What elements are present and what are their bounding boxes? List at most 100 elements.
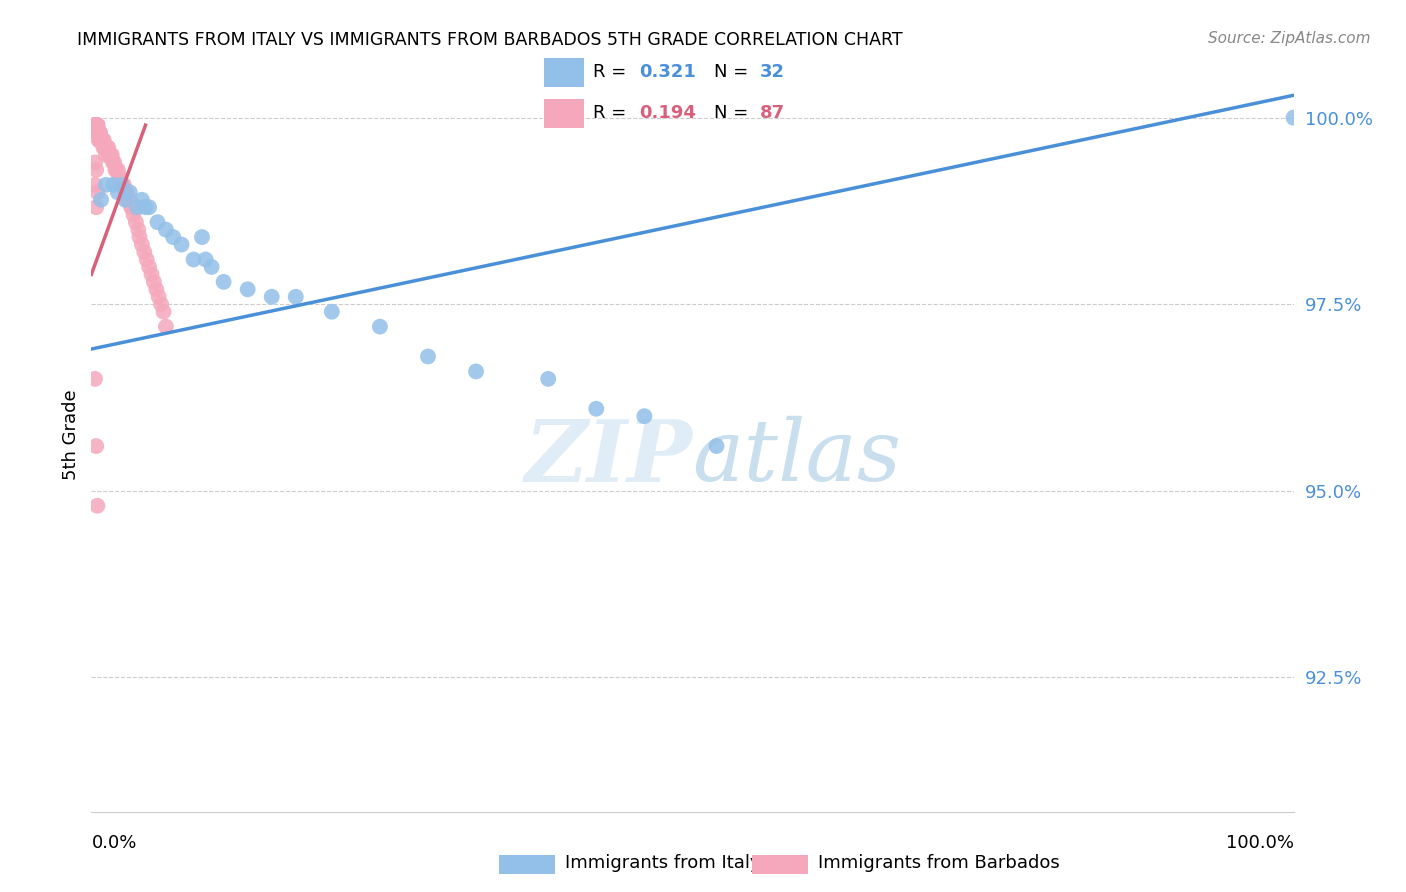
Point	[115, 186, 138, 200]
Point	[125, 215, 148, 229]
Point	[101, 178, 124, 192]
Point	[89, 126, 111, 140]
Text: N =: N =	[714, 63, 754, 81]
Point	[86, 118, 108, 132]
Point	[134, 245, 156, 260]
Text: 32: 32	[761, 63, 785, 81]
Point	[84, 155, 107, 169]
Point	[121, 200, 143, 214]
Point	[93, 133, 115, 147]
Point	[84, 118, 107, 132]
Text: Source: ZipAtlas.com: Source: ZipAtlas.com	[1208, 31, 1371, 46]
Point	[84, 118, 107, 132]
Point	[84, 162, 107, 177]
Point	[90, 133, 112, 147]
Point	[84, 118, 107, 132]
Point	[110, 178, 132, 192]
Point	[633, 409, 655, 424]
Text: N =: N =	[714, 104, 754, 122]
Point	[128, 230, 150, 244]
Point	[110, 170, 132, 185]
Point	[368, 319, 391, 334]
Point	[91, 133, 114, 147]
Point	[127, 222, 149, 236]
Point	[114, 193, 136, 207]
Point	[90, 193, 112, 207]
Point	[86, 499, 108, 513]
Point	[194, 252, 217, 267]
Point	[150, 297, 173, 311]
Point	[93, 133, 115, 147]
Point	[94, 148, 117, 162]
Text: 87: 87	[761, 104, 785, 122]
Point	[122, 208, 145, 222]
Point	[86, 126, 108, 140]
Point	[1282, 111, 1305, 125]
Text: 0.0%: 0.0%	[91, 834, 136, 852]
Point	[141, 268, 163, 282]
Point	[89, 126, 111, 140]
Point	[96, 140, 118, 154]
Point	[89, 126, 111, 140]
Point	[260, 290, 283, 304]
Point	[118, 186, 141, 200]
Point	[321, 304, 343, 318]
Point	[101, 155, 124, 169]
Point	[101, 148, 124, 162]
Point	[155, 319, 177, 334]
Point	[84, 118, 107, 132]
Point	[84, 126, 107, 140]
Point	[201, 260, 224, 274]
Point	[465, 364, 488, 378]
Point	[191, 230, 214, 244]
Point	[100, 148, 122, 162]
Point	[117, 193, 139, 207]
Point	[84, 118, 107, 132]
Text: 0.321: 0.321	[640, 63, 696, 81]
Point	[131, 237, 153, 252]
Point	[84, 118, 107, 132]
Point	[111, 178, 134, 192]
Point	[585, 401, 607, 416]
Point	[89, 133, 111, 147]
Point	[87, 126, 110, 140]
Text: ZIP: ZIP	[524, 416, 692, 500]
Point	[236, 282, 259, 296]
Point	[87, 126, 110, 140]
Point	[91, 133, 114, 147]
Text: Immigrants from Barbados: Immigrants from Barbados	[818, 855, 1060, 872]
Point	[537, 372, 560, 386]
Point	[84, 118, 107, 132]
Y-axis label: 5th Grade: 5th Grade	[62, 390, 80, 480]
Point	[84, 118, 107, 132]
Point	[86, 126, 108, 140]
Point	[125, 200, 148, 214]
Point	[170, 237, 193, 252]
Text: 0.194: 0.194	[640, 104, 696, 122]
Point	[118, 193, 141, 207]
Point	[145, 282, 167, 296]
Text: 100.0%: 100.0%	[1226, 834, 1294, 852]
Point	[138, 200, 160, 214]
Text: R =: R =	[593, 63, 633, 81]
Point	[134, 200, 156, 214]
Point	[90, 133, 112, 147]
Point	[107, 186, 129, 200]
Point	[148, 290, 170, 304]
Point	[84, 118, 107, 132]
Point	[84, 372, 107, 386]
Bar	[544, 99, 583, 128]
Point	[86, 186, 108, 200]
Point	[84, 200, 107, 214]
Point	[84, 439, 107, 453]
Point	[162, 230, 184, 244]
Text: IMMIGRANTS FROM ITALY VS IMMIGRANTS FROM BARBADOS 5TH GRADE CORRELATION CHART: IMMIGRANTS FROM ITALY VS IMMIGRANTS FROM…	[77, 31, 903, 49]
Point	[94, 178, 117, 192]
Text: atlas: atlas	[692, 417, 901, 499]
Point	[120, 200, 142, 214]
Point	[107, 162, 129, 177]
Point	[155, 222, 177, 236]
Point	[84, 178, 107, 192]
Point	[93, 140, 115, 154]
Point	[97, 140, 120, 154]
